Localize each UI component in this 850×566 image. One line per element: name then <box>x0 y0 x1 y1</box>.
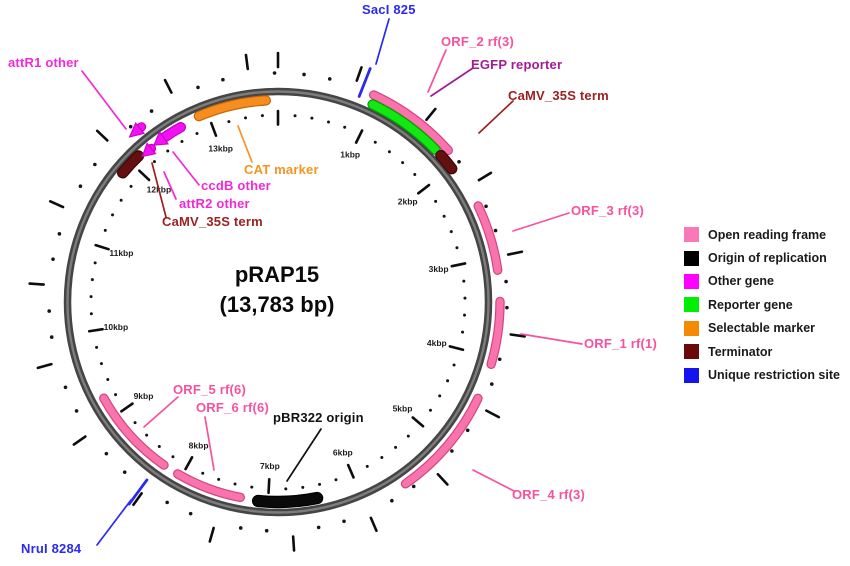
legend-swatch-selectable-marker <box>684 320 699 336</box>
kbp-label: 6kbp <box>333 448 353 458</box>
kbp-label: 5kbp <box>393 404 413 414</box>
legend-swatch-open-reading-frame <box>684 227 699 243</box>
leader-line <box>472 469 515 492</box>
tick-rings <box>28 51 526 552</box>
callout-orf3: ORF_3 rf(3) <box>571 203 644 218</box>
callout-nrui-8284: NruI 8284 <box>21 541 82 556</box>
kbp-label: 13kbp <box>208 143 233 153</box>
plasmid-backbone <box>63 87 493 517</box>
callout-attr1: attR1 other <box>8 55 79 70</box>
callout-pbr322-origin: pBR322 origin <box>273 410 364 425</box>
leader-line <box>520 333 583 345</box>
restriction-sites <box>127 67 372 506</box>
feature-arc-egfp <box>368 100 440 154</box>
leader-line <box>163 171 177 200</box>
features <box>99 90 505 509</box>
legend-swatch-terminator <box>684 344 699 360</box>
legend: Open reading frame Origin of replication… <box>684 223 840 387</box>
legend-swatch-other-gene <box>684 273 699 289</box>
leader-line <box>143 396 179 428</box>
callout-camv-term-1: CaMV_35S term <box>508 88 609 103</box>
kbp-label: 9kbp <box>134 391 154 401</box>
feature-arc-cat-marker <box>194 96 270 121</box>
legend-item-reporter-gene: Reporter gene <box>684 293 840 316</box>
callout-ccdb: ccdB other <box>201 178 271 193</box>
legend-item-selectable-marker: Selectable marker <box>684 317 840 340</box>
legend-item-other-gene: Other gene <box>684 270 840 293</box>
callout-leader-lines <box>81 18 583 546</box>
feature-arc-orf-2 <box>370 91 452 154</box>
callout-saci-825: SacI 825 <box>362 2 416 17</box>
callout-orf2: ORF_2 rf(3) <box>441 34 514 49</box>
leader-line <box>237 125 253 163</box>
kbp-label: 11kbp <box>109 248 133 258</box>
legend-label: Unique restriction site <box>708 368 840 383</box>
leader-line <box>375 18 390 65</box>
legend-label: Open reading frame <box>708 227 827 242</box>
legend-swatch-reporter-gene <box>684 297 699 313</box>
callout-attr2: attR2 other <box>179 196 250 211</box>
plasmid-title: pRAP15 (13,783 bp) <box>147 261 407 320</box>
kbp-label: 8kbp <box>189 441 209 451</box>
callout-orf1: ORF_1 rf(1) <box>584 336 657 351</box>
legend-item-terminator: Terminator <box>684 340 840 363</box>
feature-arc-orf-4 <box>402 394 482 488</box>
callout-orf6: ORF_6 rf(6) <box>196 400 269 415</box>
plasmid-size: (13,783 bp) <box>219 292 335 317</box>
kbp-label: 4kbp <box>427 338 447 348</box>
leader-line <box>512 212 570 232</box>
restriction-tick-saci <box>357 67 372 98</box>
feature-arc-orf-3 <box>474 202 502 274</box>
restriction-tick-nrui <box>127 478 149 506</box>
legend-label: Other gene <box>708 274 774 289</box>
leader-line <box>81 70 127 130</box>
kbp-label: 3kbp <box>429 264 449 274</box>
leader-line <box>427 49 447 93</box>
leader-line <box>478 100 514 134</box>
feature-arc-orf-5 <box>100 394 168 469</box>
kbp-label: 7kbp <box>260 461 280 471</box>
kbp-label: 1kbp <box>340 150 360 160</box>
leader-line <box>172 151 200 186</box>
feature-arc-orf-1 <box>487 297 504 368</box>
plasmid-name: pRAP15 <box>234 262 320 287</box>
feature-arc-camv-35s-term-1- <box>436 151 457 174</box>
legend-item-open-reading-frame: Open reading frame <box>684 223 840 246</box>
feature-arc-ccdb <box>159 123 185 142</box>
legend-item-unique-restriction-site: Unique restriction site <box>684 363 840 386</box>
kbp-label: 10kbp <box>104 322 129 332</box>
leader-line <box>96 499 132 546</box>
legend-label: Terminator <box>708 344 773 359</box>
callout-orf5: ORF_5 rf(6) <box>173 382 246 397</box>
callout-camv-term-2: CaMV_35S term <box>162 214 263 229</box>
leader-line <box>151 162 167 218</box>
kbp-labels: 1kbp 2kbp 3kbp 4kbp 5kbp 6kbp 7kbp 8kbp 9kbp 10kb… <box>104 143 449 471</box>
kbp-label: 2kbp <box>398 197 418 207</box>
legend-swatch-origin-of-replication <box>684 250 699 266</box>
leader-line <box>286 428 322 482</box>
callout-egfp: EGFP reporter <box>471 57 563 72</box>
legend-swatch-unique-restriction-site <box>684 367 699 383</box>
feature-arc-orf-6 <box>174 470 244 501</box>
legend-label: Selectable marker <box>708 321 816 336</box>
legend-label: Origin of replication <box>708 251 827 266</box>
legend-item-origin-of-replication: Origin of replication <box>684 246 840 269</box>
legend-label: Reporter gene <box>708 297 793 312</box>
callout-orf4: ORF_4 rf(3) <box>512 487 585 502</box>
feature-arrowhead-ccdb <box>153 130 169 146</box>
feature-arc-camv-35s-term-2- <box>118 151 143 178</box>
feature-arrowhead-attr2 <box>141 142 157 158</box>
leader-line <box>204 416 215 471</box>
callout-cat-marker: CAT marker <box>244 162 319 177</box>
feature-arrowhead-attr1 <box>128 121 145 138</box>
backbone-highlight <box>66 90 490 514</box>
feature-arc-pbr322-origin <box>253 493 323 507</box>
leader-line <box>430 67 474 97</box>
